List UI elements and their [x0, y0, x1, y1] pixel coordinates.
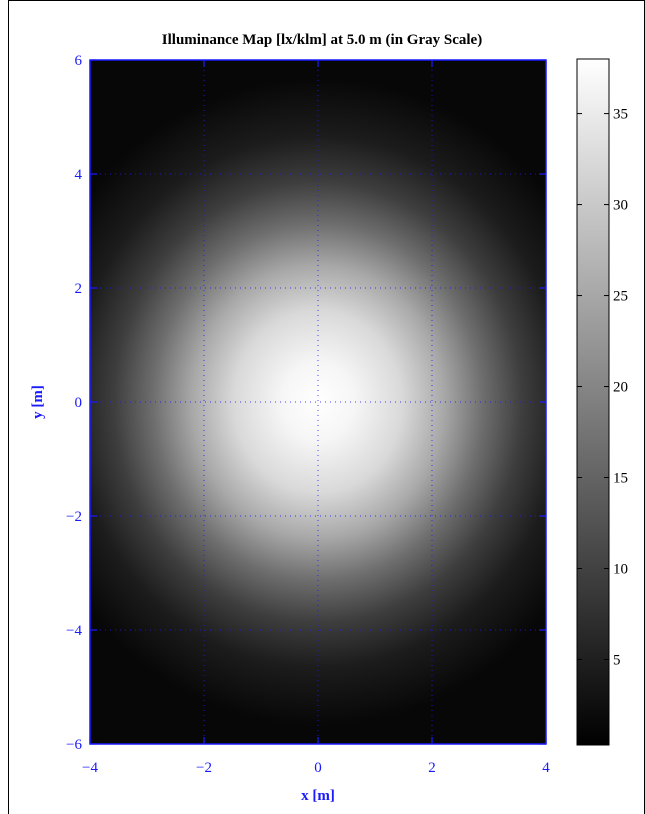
colorbar: 5 10 15 20 25 30 35 [576, 58, 628, 746]
grid-lines [90, 60, 546, 744]
colorbar-tick-label: 35 [613, 107, 628, 123]
colorbar-scale [576, 58, 610, 746]
colorbar-tick-label: 20 [613, 380, 628, 396]
x-tick-label: −2 [196, 760, 212, 776]
y-tick-label: 2 [75, 281, 83, 297]
y-axis-label: y [m] [30, 385, 46, 419]
y-tick-label: −6 [66, 737, 82, 753]
x-axis-label: x [m] [301, 788, 335, 804]
x-tick-label: 4 [542, 760, 550, 776]
y-tick-label: −2 [66, 509, 82, 525]
colorbar-tick-label: 15 [613, 471, 628, 487]
colorbar-tick-label: 30 [613, 198, 628, 214]
y-tick-label: 0 [75, 395, 83, 411]
y-tick-label: 4 [75, 167, 83, 183]
plot-area [90, 60, 546, 744]
colorbar-tick-label: 25 [613, 289, 628, 305]
chart-title: Illuminance Map [lx/klm] at 5.0 m (in Gr… [162, 32, 482, 48]
x-tick-label: 0 [314, 760, 322, 776]
y-tick-label: −4 [66, 623, 82, 639]
x-tick-label: −4 [82, 760, 98, 776]
colorbar-tick-label: 10 [613, 561, 628, 577]
x-tick-label: 2 [428, 760, 436, 776]
illuminance-field [90, 60, 546, 744]
y-tick-label: 6 [75, 53, 83, 69]
colorbar-tick-label: 5 [613, 652, 621, 668]
